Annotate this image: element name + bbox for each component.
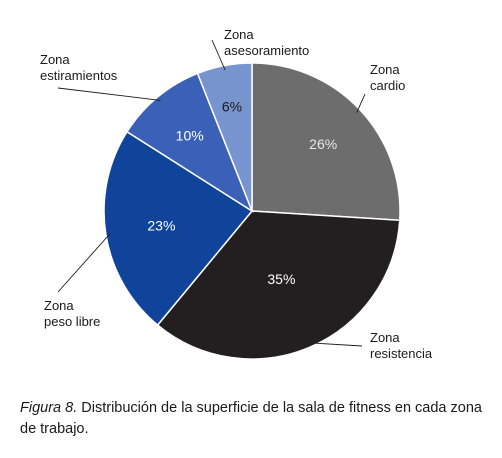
label-zona-peso-libre: Zona peso libre xyxy=(44,298,101,329)
pct-label-cardio: 26% xyxy=(309,136,337,152)
leader-line xyxy=(211,39,226,71)
caption-text: Distribución de la superficie de la sala… xyxy=(20,400,482,437)
slice-zona-asesoramiento xyxy=(196,62,253,212)
pct-label-asesoramiento: 6% xyxy=(222,98,242,114)
label-zona-estiramientos: Zona estiramientos xyxy=(40,52,118,83)
leader-line xyxy=(356,93,366,113)
label-zona-cardio: Zona cardio xyxy=(370,62,406,93)
slice-zona-peso-libre xyxy=(103,130,254,327)
pct-label-peso-libre: 23% xyxy=(147,217,175,233)
pie-chart: 26% 35% 23% 10% 6% xyxy=(57,39,401,360)
leader-line xyxy=(57,87,161,101)
leader-line xyxy=(308,342,363,347)
label-zona-asesoramiento: Zona asesoramiento xyxy=(224,27,310,58)
label-zona-resistencia: Zona resistencia xyxy=(370,330,433,361)
slice-zona-estiramientos xyxy=(126,72,254,213)
figure-number: Figura 8. xyxy=(20,400,78,416)
figure-caption: Figura 8. Distribución de la superficie … xyxy=(20,398,482,440)
slice-zona-resistencia xyxy=(156,210,401,360)
leader-line xyxy=(57,233,111,293)
pct-label-estiramientos: 10% xyxy=(176,128,204,144)
slice-zona-cardio xyxy=(251,62,401,222)
pct-label-resistencia: 35% xyxy=(267,271,295,287)
